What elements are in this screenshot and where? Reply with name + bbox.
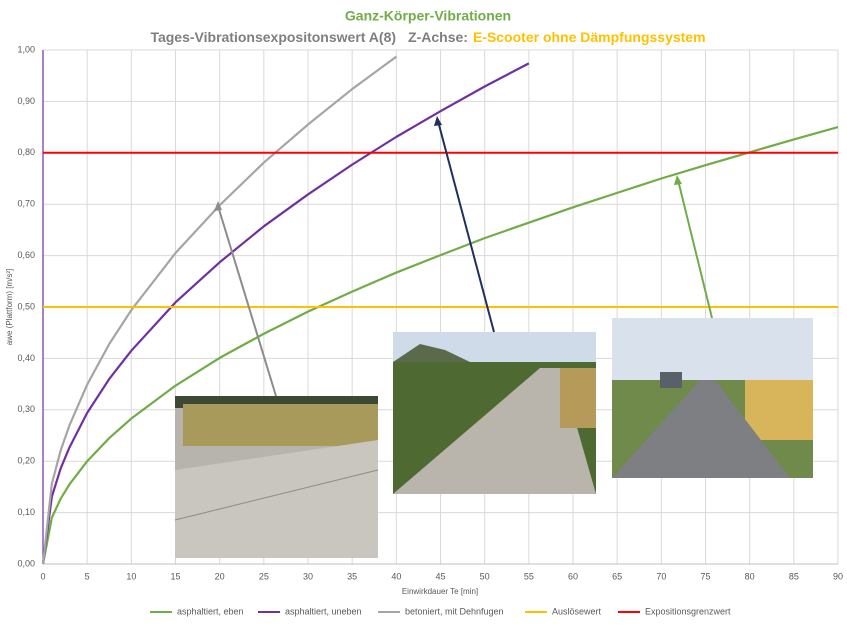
y-tick-label: 0,40 (17, 353, 35, 363)
photos (174, 318, 813, 558)
vehicle: E-Scooter ohne Dämpfungssystem (473, 29, 706, 45)
x-tick-label: 65 (612, 571, 622, 581)
arrow (437, 120, 495, 333)
x-tick-label: 0 (40, 571, 45, 581)
x-tick-label: 75 (700, 571, 710, 581)
axis-note: Z-Achse: (408, 29, 468, 45)
series-line (41, 62, 530, 565)
y-tick-label: 0,90 (17, 96, 35, 106)
arrow (217, 205, 277, 397)
y-tick-label: 0,50 (17, 301, 35, 311)
y-tick-label: 0,60 (17, 250, 35, 260)
legend-label: betoniert, mit Dehnfugen (405, 606, 504, 616)
x-axis-label: Einwirkdauer Te [min] (402, 587, 478, 596)
x-tick-label: 55 (524, 571, 534, 581)
x-tick-label: 50 (480, 571, 490, 581)
legend-label: Expositionsgrenzwert (645, 606, 731, 616)
photo (174, 396, 379, 558)
x-tick-label: 45 (435, 571, 445, 581)
series-line (41, 55, 397, 565)
x-tick-label: 40 (391, 571, 401, 581)
y-tick-label: 0,00 (17, 558, 35, 568)
legend-label: asphaltiert, uneben (285, 606, 362, 616)
chart-title: Ganz-Körper-Vibrationen (345, 8, 511, 24)
y-tick-label: 0,80 (17, 147, 35, 157)
x-tick-label: 30 (303, 571, 313, 581)
chart-subtitle: Tages-Vibrationsexpositonswert A(8) Z-Ach… (150, 29, 705, 45)
x-tick-label: 85 (789, 571, 799, 581)
legend-label: Auslösewert (552, 606, 602, 616)
y-tick-label: 1,00 (17, 44, 35, 54)
arrow-head (674, 175, 682, 185)
photo (393, 332, 596, 494)
arrow-head (434, 116, 442, 126)
x-tick-label: 35 (347, 571, 357, 581)
photo (612, 318, 813, 478)
y-tick-label: 0,10 (17, 507, 35, 517)
x-tick-label: 10 (126, 571, 136, 581)
y-axis-label: awe (Plattform) [m/s²] (5, 269, 14, 345)
x-tick-label: 70 (656, 571, 666, 581)
x-tick-label: 20 (215, 571, 225, 581)
x-tick-label: 25 (259, 571, 269, 581)
y-tick-label: 0,20 (17, 456, 35, 466)
x-tick-label: 90 (833, 571, 843, 581)
legend-label: asphaltiert, eben (177, 606, 244, 616)
arrow-head (214, 201, 222, 211)
x-tick-label: 80 (745, 571, 755, 581)
x-tick-label: 15 (170, 571, 180, 581)
series-line (41, 126, 839, 565)
y-tick-label: 0,70 (17, 199, 35, 209)
subtitle: Tages-Vibrationsexpositonswert A(8) (150, 29, 396, 45)
x-tick-label: 60 (568, 571, 578, 581)
y-tick-label: 0,30 (17, 404, 35, 414)
x-tick-label: 5 (85, 571, 90, 581)
arrows (214, 116, 713, 397)
arrow (677, 179, 713, 319)
